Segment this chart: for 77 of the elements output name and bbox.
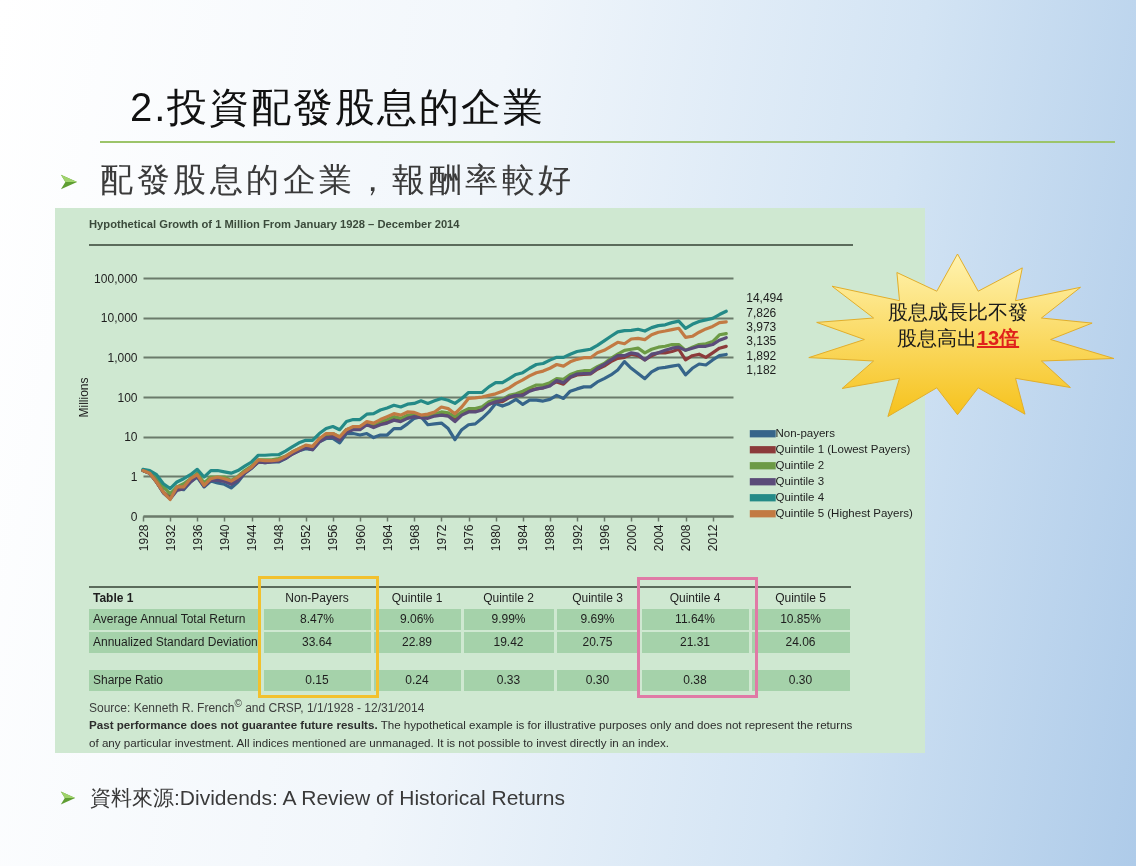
x-tick-label: 2012 <box>706 524 721 552</box>
text: 配發股息的企業，報酬率較好 <box>100 160 575 200</box>
text: 0.24 <box>405 673 429 687</box>
x-tick-label: 1988 <box>543 524 558 552</box>
x-tick-label: 1976 <box>462 524 477 552</box>
category-label: Annualized Standard Deviation <box>93 635 258 649</box>
text: 0.33 <box>496 673 521 687</box>
text: 0.30 <box>585 673 610 687</box>
y-tick-label: 100,000 <box>94 271 138 286</box>
text: 33.64 <box>301 635 333 649</box>
y-tick-label: 100 <box>117 390 138 405</box>
x-tick-label: 1996 <box>597 524 612 552</box>
x-tick-label: 2008 <box>679 524 694 552</box>
text: 9.99% <box>491 612 526 626</box>
y-tick-label: 10,000 <box>100 311 138 326</box>
y-axis-title: Millions <box>77 377 92 418</box>
data-label: 3,973 <box>746 320 777 334</box>
x-tick-label: 1932 <box>163 524 178 552</box>
legend-label: Quintile 1 (Lowest Payers) <box>775 442 911 455</box>
text: 2.投資配發股息的企業 <box>130 85 546 129</box>
x-tick-label: 1936 <box>190 524 205 552</box>
x-tick-label: 1980 <box>489 524 504 552</box>
y-tick-label: 10 <box>124 430 138 445</box>
data-label: 1,892 <box>746 348 777 363</box>
source-note: Source: Kenneth R. French$^{©}$ and CRSP, 1/1/1928 - 12/31/2014 <box>89 697 426 716</box>
text: 24.06 <box>785 635 816 649</box>
text: 19.42 <box>493 635 524 649</box>
text: 21.31 <box>679 635 711 649</box>
legend-label: Non-payers <box>775 426 836 439</box>
text: 22.89 <box>401 635 433 649</box>
x-tick-label: 1956 <box>326 524 341 552</box>
legend-label: Quintile 2 <box>775 458 825 471</box>
category-label: Quintile 5 <box>774 590 827 606</box>
x-tick-label: 1940 <box>217 524 232 552</box>
x-tick-label: 1984 <box>516 524 531 552</box>
x-tick-label: 2004 <box>651 524 666 552</box>
category-label: Quintile 2 <box>482 590 535 606</box>
x-tick-label: 1960 <box>353 524 368 552</box>
x-tick-label: 1972 <box>434 524 449 552</box>
x-tick-label: 1928 <box>136 524 151 552</box>
legend-label: Quintile 5 (Highest Payers) <box>775 506 914 519</box>
text: 9.69% <box>580 612 615 626</box>
text: 0.38 <box>683 673 707 687</box>
category-label: Sharpe Ratio <box>93 673 164 687</box>
x-tick-label: 1952 <box>299 524 314 552</box>
x-tick-label: 2000 <box>624 524 639 552</box>
y-tick-label: 0 <box>130 509 138 524</box>
legend-label: Quintile 3 <box>775 474 825 487</box>
x-tick-label: 1968 <box>407 524 422 552</box>
text: 10.85% <box>780 612 821 626</box>
text: 股息成長比不發股息高出13倍 <box>887 300 1029 351</box>
x-tick-label: 1948 <box>272 524 287 552</box>
text: 20.75 <box>582 635 613 649</box>
data-label: 1,182 <box>746 363 777 378</box>
data-label: 3,135 <box>746 334 777 349</box>
text: Past performance does not guarantee future results. The hypothetical example is for illustrative purposes only and does not represent the returns of any particular investment. All indices mentioned are unmanaged. It is not possible to invest directly in an index. <box>89 717 853 751</box>
chart-title: Hypothetical Growth of 1 Million From January 1928 – December 2014 <box>89 217 461 230</box>
text: 8.47% <box>299 612 335 626</box>
category-label: Quintile 4 <box>668 590 722 606</box>
category-label: Quintile 1 <box>390 590 444 606</box>
y-tick-label: 1 <box>130 469 138 484</box>
legend-label: Quintile 4 <box>775 490 825 503</box>
x-tick-label: 1944 <box>245 524 260 552</box>
text: 9.06% <box>399 612 435 626</box>
data-label: 7,826 <box>746 305 777 320</box>
data-label: 14,494 <box>746 291 784 306</box>
x-tick-label: 1992 <box>570 524 585 552</box>
category-label: Non-Payers <box>284 590 350 606</box>
source-note: 資料來源:Dividends: A Review of Historical Returns <box>90 785 566 811</box>
y-tick-label: 1,000 <box>107 350 138 365</box>
category-label: Average Annual Total Return <box>93 612 246 626</box>
text: 0.15 <box>305 673 329 687</box>
category-label: Quintile 3 <box>571 590 624 606</box>
x-tick-label: 1964 <box>380 524 395 552</box>
text: 0.30 <box>788 673 813 687</box>
text: 11.64% <box>675 612 715 626</box>
text: Table 1 <box>93 590 134 606</box>
